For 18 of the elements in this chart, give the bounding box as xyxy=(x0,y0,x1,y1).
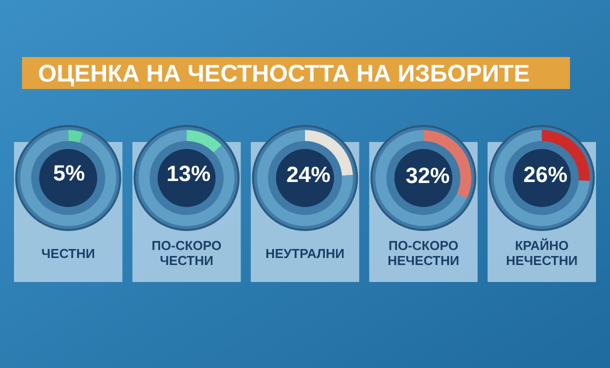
text: НЕУТРАЛНИ xyxy=(265,246,345,261)
text: КРАЙНО НЕЧЕСТНИ xyxy=(506,238,578,268)
data-label: 5% xyxy=(53,160,85,186)
text: ПО-СКОРО НЕЧЕСТНИ xyxy=(388,238,460,268)
donut-slice xyxy=(138,130,235,226)
donut-slice xyxy=(186,130,222,153)
data-label: 32% xyxy=(406,162,450,188)
text: ПО-СКОРО ЧЕСТНИ xyxy=(152,238,222,268)
data-label: 24% xyxy=(286,162,330,187)
donut-slice xyxy=(375,130,467,226)
data-label: 13% xyxy=(166,160,211,186)
text: ОЦЕНКА НА ЧЕСТНОСТТА НА ИЗБОРИТЕ xyxy=(38,60,530,88)
donut-slice xyxy=(494,130,590,226)
donut-slice xyxy=(68,130,84,143)
donut-slice xyxy=(257,130,353,226)
donut-slice xyxy=(20,130,116,226)
text: ЧЕСТНИ xyxy=(41,246,95,261)
data-label: 26% xyxy=(523,162,568,188)
